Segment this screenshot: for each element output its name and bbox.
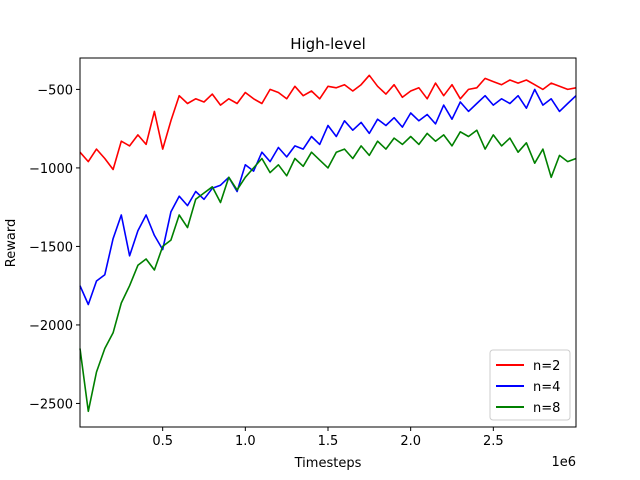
y-tick-label: −2500 bbox=[29, 397, 73, 412]
legend-frame bbox=[489, 349, 571, 421]
series-line-n=4 bbox=[79, 88, 577, 306]
y-tick-label: −1500 bbox=[29, 240, 73, 255]
y-tick-label: −500 bbox=[37, 83, 73, 98]
y-axis: −2500 −2000 −1500 −1000 −500 bbox=[29, 83, 80, 412]
legend-label: n=2 bbox=[533, 359, 560, 374]
x-tick-label: 0.5 bbox=[152, 434, 173, 449]
y-tick-label: −2000 bbox=[29, 319, 73, 334]
x-axis-label: Timesteps bbox=[294, 456, 362, 471]
legend-label: n=8 bbox=[533, 401, 560, 416]
series-layer bbox=[79, 74, 577, 413]
series-line-n=8 bbox=[79, 129, 577, 413]
legend: n=2 n=4 n=8 bbox=[489, 349, 571, 421]
y-tick-label: −1000 bbox=[29, 162, 73, 177]
x-axis: 0.5 1.0 1.5 2.0 2.5 bbox=[152, 427, 504, 449]
chart-title: High-level bbox=[290, 35, 366, 53]
y-axis-label: Reward bbox=[4, 219, 19, 267]
x-tick-label: 2.5 bbox=[483, 434, 504, 449]
x-tick-label: 1.0 bbox=[235, 434, 256, 449]
x-tick-label: 2.0 bbox=[400, 434, 421, 449]
x-tick-label: 1.5 bbox=[318, 434, 339, 449]
series-line-n=2 bbox=[79, 74, 577, 171]
legend-label: n=4 bbox=[533, 380, 560, 395]
x-axis-offset-label: 1e6 bbox=[551, 455, 576, 470]
